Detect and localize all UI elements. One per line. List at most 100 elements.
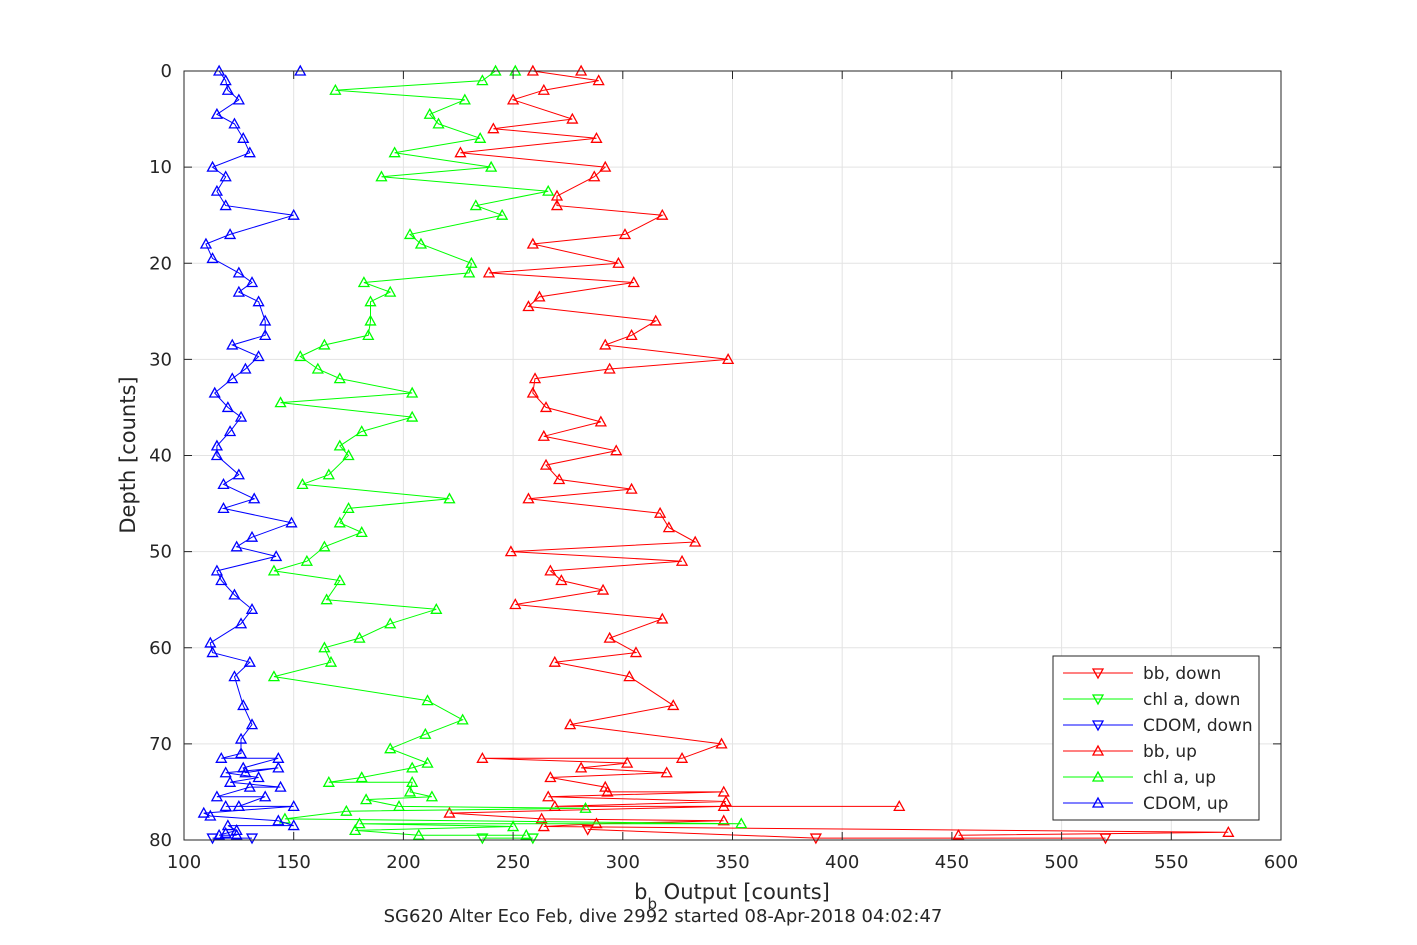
x-tick-label: 550 [1154, 852, 1188, 873]
x-tick-label: 200 [386, 852, 420, 873]
data-point-chl-a-down [476, 833, 489, 845]
data-point-chl-a-up [375, 170, 388, 182]
data-point-chl-a-up [443, 492, 456, 504]
data-point-cdom-up [245, 602, 259, 614]
data-point-bb-up [535, 812, 548, 824]
data-point-chl-a-up [342, 449, 355, 461]
data-point-chl-a-up [406, 775, 419, 787]
data-point-bb-up [662, 521, 675, 533]
data-point-cdom-up [219, 826, 232, 838]
data-point-cdom-up [230, 540, 243, 552]
data-point-chl-a-up [474, 131, 487, 143]
data-point-chl-a-up [355, 526, 368, 538]
data-point-chl-a-up [357, 276, 371, 288]
data-point-chl-a-up [496, 208, 509, 220]
data-point-chl-a-up [425, 790, 439, 802]
data-point-bb-down [581, 824, 594, 836]
data-point-bb-up [592, 74, 605, 86]
data-point-chl-a-up [406, 761, 419, 773]
data-point-bb-up [612, 256, 625, 268]
data-point-cdom-up [212, 828, 226, 840]
svg-text:bb Output [counts]: bb Output [counts] [634, 880, 830, 913]
x-tick-label: 150 [277, 852, 311, 873]
legend-swatch-marker [1091, 744, 1105, 756]
data-point-bb-up [506, 93, 520, 105]
data-point-bb-up [649, 314, 662, 326]
data-point-cdom-up [237, 131, 250, 143]
data-point-bb-up [555, 574, 568, 586]
ticks: 100 150 200 250 300 350 400 450 500 550 600 0 10 20 30… [149, 61, 1298, 873]
x-tick-label: 600 [1264, 852, 1298, 873]
data-point-chl-a-up [318, 641, 331, 653]
data-point-cdom-up [232, 93, 245, 105]
data-point-bb-up [599, 160, 612, 172]
data-point-chl-a-up [476, 74, 489, 86]
data-point-bb-up [526, 386, 539, 398]
data-point-cdom-up [219, 199, 232, 211]
data-point-cdom-up [210, 449, 224, 461]
data-point-bb-up [621, 756, 634, 768]
data-point-bb-up [487, 122, 500, 134]
data-point-cdom-up [245, 530, 259, 542]
data-point-cdom-up [272, 761, 285, 773]
data-point-bb-up [656, 612, 669, 624]
data-point-bb-up [476, 751, 489, 763]
data-point-chl-a-up [403, 228, 417, 240]
legend-entry-cdom-up: CDOM, up [1063, 794, 1228, 814]
legend-label: CDOM, down [1143, 716, 1253, 736]
legend-entry-chl-a-down: chl a, down [1063, 690, 1240, 710]
data-point-bb-up [564, 718, 577, 730]
data-point-cdom-up [223, 228, 237, 240]
data-point-cdom-up [237, 699, 250, 711]
data-point-cdom-up [252, 295, 265, 307]
legend-label: bb, up [1143, 742, 1197, 762]
data-point-cdom-up [234, 732, 248, 744]
data-point-chl-a-up [412, 828, 425, 840]
legend-entry-bb-down: bb, down [1063, 664, 1221, 684]
data-point-cdom-up [234, 410, 248, 422]
data-point-cdom-up [223, 775, 237, 787]
data-point-chl-a-up [342, 502, 355, 514]
data-point-cdom-up [232, 285, 245, 297]
data-point-chl-a-up [432, 117, 445, 129]
data-point-chl-a-up [353, 817, 366, 829]
data-point-cdom-up [243, 146, 256, 158]
data-point-chl-a-up [267, 670, 281, 682]
data-point-chl-a-up [414, 237, 428, 249]
data-point-bb-up [550, 199, 564, 211]
y-tick-label: 10 [149, 157, 172, 178]
series-line-bb-up [449, 70, 1229, 836]
data-point-bb-up [588, 170, 601, 182]
data-point-bb-up [539, 458, 553, 470]
data-point-cdom-up [239, 766, 252, 778]
data-point-cdom-down [245, 833, 259, 845]
data-point-cdom-up [252, 350, 265, 362]
data-point-cdom-up [285, 516, 298, 528]
data-point-cdom-up [206, 160, 219, 172]
data-point-chl-a-up [579, 801, 592, 813]
series-cdom-up [197, 64, 307, 840]
x-tick-label: 400 [825, 852, 859, 873]
data-point-chl-a-up [320, 593, 333, 605]
data-point-bb-up [537, 429, 550, 441]
x-tick-label: 250 [496, 852, 530, 873]
data-point-bb-up [601, 785, 614, 797]
data-point-chl-a-up [362, 329, 375, 340]
data-point-chl-a-up [355, 425, 368, 437]
data-point-bb-up [599, 338, 612, 350]
data-point-chl-a-up [463, 266, 476, 278]
data-point-cdom-up [230, 828, 243, 840]
data-point-cdom-up [221, 401, 234, 413]
data-point-cdom-up [210, 564, 224, 576]
data-point-chl-a-up [520, 828, 533, 840]
data-point-cdom-up [239, 362, 252, 374]
data-point-cdom-up [232, 800, 245, 812]
legend-swatch-marker [1091, 668, 1105, 680]
data-point-bb-up [618, 228, 632, 240]
data-point-cdom-up [199, 237, 213, 249]
data-point-cdom-up [234, 617, 248, 629]
data-point-cdom-up [197, 806, 210, 818]
data-point-bb-up [526, 237, 539, 249]
legend-box [1052, 655, 1260, 821]
